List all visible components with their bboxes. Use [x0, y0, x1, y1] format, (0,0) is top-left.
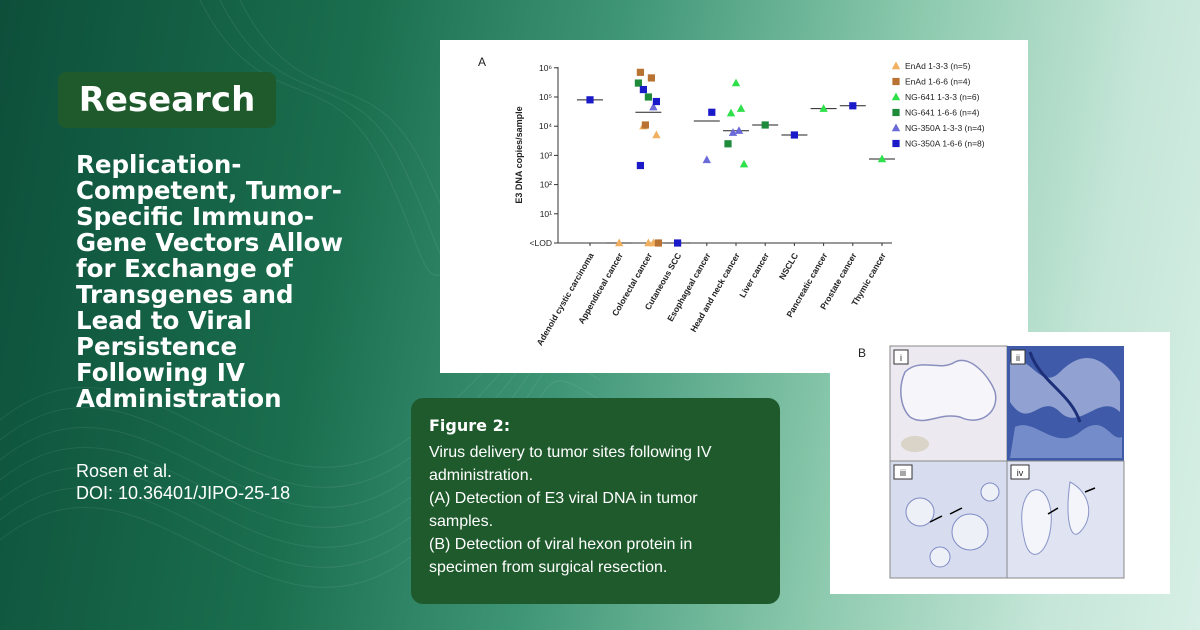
title-line: for Exchange of — [76, 254, 293, 283]
caption-line: (B) Detection of viral hexon protein in — [429, 536, 693, 553]
micrograph-iv: iv — [1006, 460, 1125, 579]
y-tick-label: <LOD — [530, 238, 552, 248]
y-tick-label: 10² — [540, 180, 552, 190]
data-point — [647, 74, 655, 82]
data-point — [736, 104, 746, 112]
data-point — [639, 85, 647, 94]
caption-line: (A) Detection of E3 viral DNA in tumor — [429, 490, 698, 507]
data-point — [649, 102, 658, 111]
research-badge: Research — [58, 72, 276, 128]
data-point — [724, 140, 732, 148]
data-point — [641, 121, 649, 129]
title-line: Following IV — [76, 358, 245, 387]
subpanel-label: iv — [1017, 468, 1024, 478]
title-line: Competent, Tumor- — [76, 176, 342, 205]
data-point — [652, 130, 661, 139]
legend-label: EnAd 1-6-6 (n=4) — [905, 77, 971, 87]
legend-label: NG-350A 1-6-6 (n=8) — [905, 139, 985, 149]
y-tick-label: 10¹ — [540, 209, 552, 219]
title-line: Persistence — [76, 332, 238, 361]
title-line: Specific Immuno- — [76, 202, 314, 231]
legend-marker — [891, 61, 901, 70]
data-point — [674, 239, 682, 247]
figure-panel-b: B i ii iii — [830, 332, 1170, 594]
legend-marker — [891, 123, 901, 132]
scatter-chart: A <LOD 10¹ 10² 10³ 10⁴ 10⁵ 10⁶ E3 DNA copies/sam… — [478, 55, 985, 347]
author-names: Rosen et al. — [76, 461, 173, 481]
micrograph-ii: ii — [1007, 346, 1124, 461]
x-tick-label: Liver cancer — [737, 250, 771, 299]
legend-marker — [891, 92, 901, 101]
title-line: Gene Vectors Allow — [76, 228, 344, 257]
panel-b-label: B — [858, 346, 866, 360]
subpanel-label: i — [900, 353, 902, 363]
data-point — [819, 104, 828, 112]
caption-line: samples. — [429, 513, 494, 530]
panel-a-label: A — [478, 55, 486, 69]
data-point — [877, 154, 887, 163]
data-point — [849, 102, 857, 110]
x-tick-label: NSCLC — [777, 251, 800, 281]
legend-marker — [892, 108, 900, 117]
citation: Rosen et al. DOI: 10.36401/JIPO-25-18 — [76, 460, 290, 504]
data-point — [761, 121, 769, 129]
doi: DOI: 10.36401/JIPO-25-18 — [76, 483, 291, 503]
caption-title: Figure 2: — [429, 416, 511, 435]
article-title: Replication- Competent, Tumor- Specific … — [76, 152, 376, 412]
legend-label: NG-641 1-3-3 (n=6) — [905, 92, 980, 102]
title-line: Lead to Viral — [76, 306, 252, 335]
y-axis-label: E3 DNA copies/sample — [514, 106, 524, 203]
figure-panel-a: A <LOD 10¹ 10² 10³ 10⁴ 10⁵ 10⁶ E3 DNA copies/sam… — [440, 40, 1028, 373]
data-point — [644, 93, 652, 101]
data-point — [708, 108, 716, 116]
caption-line: Virus delivery to tumor sites following … — [429, 444, 712, 461]
data-point — [652, 97, 660, 106]
data-point — [790, 131, 798, 139]
legend-marker — [892, 139, 900, 148]
title-line: Transgenes and — [76, 280, 294, 309]
micrograph-iii: iii — [889, 460, 1008, 579]
data-point — [739, 159, 749, 168]
title-line: Replication- — [76, 150, 242, 179]
y-tick-label: 10⁵ — [539, 92, 552, 102]
legend-label: NG-350A 1-3-3 (n=4) — [905, 123, 985, 133]
data-point — [731, 78, 741, 87]
data-point — [636, 68, 644, 76]
caption-line: administration. — [429, 467, 534, 484]
title-line: Administration — [76, 384, 282, 413]
micrograph-grid: B i ii iii — [858, 345, 1125, 579]
legend-marker — [892, 77, 900, 86]
micrograph-i: i — [889, 345, 1008, 462]
y-tick-label: 10⁴ — [539, 121, 552, 131]
data-point — [636, 161, 644, 170]
legend-label: EnAd 1-3-3 (n=5) — [905, 61, 971, 71]
legend-label: NG-641 1-6-6 (n=4) — [905, 108, 980, 118]
data-point — [734, 126, 744, 134]
subpanel-label: ii — [1016, 353, 1020, 363]
data-point — [702, 155, 711, 164]
data-point — [654, 239, 662, 247]
caption-line: specimen from surgical resection. — [429, 559, 668, 576]
data-point — [615, 238, 624, 247]
data-point — [728, 128, 738, 136]
data-point — [726, 108, 736, 117]
x-tick-label: Adenoid cystic carcinoma — [534, 251, 595, 347]
y-tick-label: 10⁶ — [539, 63, 552, 73]
data-point — [634, 79, 642, 87]
y-tick-label: 10³ — [540, 150, 552, 160]
figure-caption: Figure 2: Virus delivery to tumor sites … — [411, 398, 780, 604]
data-point — [586, 96, 594, 104]
subpanel-label: iii — [900, 468, 906, 478]
